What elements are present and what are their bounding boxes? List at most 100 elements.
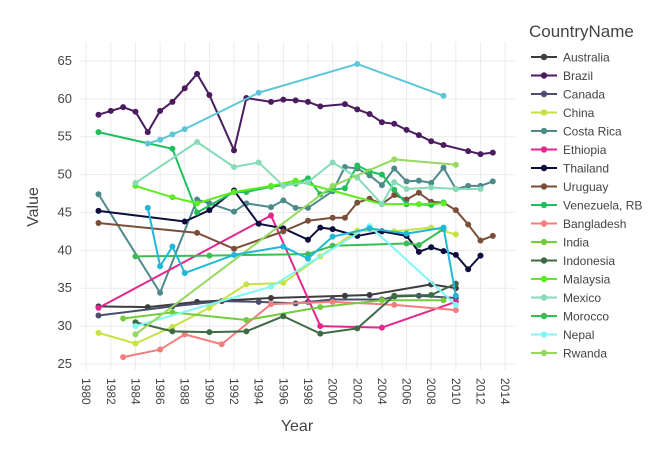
data-point <box>354 199 361 206</box>
data-point <box>391 186 398 193</box>
data-point <box>132 323 139 330</box>
legend-item[interactable]: Indonesia <box>531 254 615 268</box>
data-point <box>304 255 311 262</box>
data-point <box>95 111 102 118</box>
data-point <box>366 292 373 299</box>
data-point <box>378 201 385 208</box>
legend-item[interactable]: Canada <box>531 88 605 102</box>
legend-item[interactable]: Nepal <box>531 328 594 342</box>
legend-item[interactable]: Australia <box>531 51 610 65</box>
data-point <box>132 179 139 186</box>
data-point <box>329 182 336 189</box>
data-point <box>452 292 459 299</box>
data-point <box>243 317 250 324</box>
legend-title: CountryName <box>529 22 634 41</box>
y-tick-label: 35 <box>58 280 72 295</box>
legend-item[interactable]: Mexico <box>531 291 601 305</box>
legend-item[interactable]: Thailand <box>531 162 609 176</box>
legend-label: India <box>563 236 589 250</box>
data-point <box>403 230 410 237</box>
data-point <box>280 197 287 204</box>
data-point <box>378 182 385 189</box>
y-axis-ticks: 25 30 35 40 45 50 55 60 65 <box>58 53 72 371</box>
legend-item[interactable]: Venezuela, RB <box>531 199 642 213</box>
data-point <box>403 185 410 192</box>
data-point <box>255 159 262 166</box>
y-axis-label: Value <box>25 187 42 227</box>
data-point <box>268 295 275 302</box>
data-point <box>477 151 484 158</box>
data-point <box>304 251 311 258</box>
data-point <box>465 182 472 189</box>
legend-item[interactable]: Ethiopia <box>531 143 607 157</box>
legend-item[interactable]: Brazil <box>531 69 593 83</box>
series-unlabeled-17 <box>144 60 447 147</box>
legend-item[interactable]: Costa Rica <box>531 125 622 139</box>
data-point <box>120 315 127 322</box>
data-point <box>391 301 398 308</box>
data-point <box>317 304 324 311</box>
legend-item[interactable]: Uruguay <box>531 180 608 194</box>
data-point <box>169 323 176 330</box>
data-point <box>415 132 422 139</box>
legend-item[interactable]: India <box>531 236 589 250</box>
data-point <box>403 178 410 185</box>
data-point <box>280 96 287 103</box>
data-point <box>452 307 459 314</box>
data-point <box>268 98 275 105</box>
data-point <box>206 252 213 259</box>
data-point <box>181 270 188 277</box>
data-point <box>280 228 287 235</box>
legend-item[interactable]: Bangladesh <box>531 217 626 231</box>
data-point <box>415 242 422 249</box>
legend-label: Thailand <box>563 162 609 176</box>
data-point <box>181 85 188 92</box>
x-tick-label: 2014 <box>498 378 512 405</box>
data-point <box>415 177 422 184</box>
data-point <box>169 131 176 138</box>
legend-marker <box>540 312 548 320</box>
data-point <box>489 149 496 156</box>
data-point <box>292 204 299 211</box>
legend-marker <box>540 257 548 264</box>
data-point <box>477 237 484 244</box>
data-point <box>428 244 435 251</box>
data-point <box>317 103 324 110</box>
x-tick-label: 1986 <box>153 378 167 405</box>
series-mexico <box>132 138 484 208</box>
data-point <box>452 207 459 214</box>
data-point <box>465 266 472 273</box>
data-point <box>428 138 435 145</box>
x-axis-label: Year <box>281 418 314 435</box>
data-point <box>428 292 435 299</box>
data-point <box>268 204 275 211</box>
legend-item[interactable]: Rwanda <box>531 347 607 361</box>
data-point <box>341 292 348 299</box>
y-tick-label: 25 <box>58 356 72 371</box>
legend-item[interactable]: Malaysia <box>531 273 611 287</box>
data-point <box>415 248 422 255</box>
legend-marker <box>540 349 548 357</box>
data-point <box>440 224 447 231</box>
data-point <box>329 233 336 240</box>
data-point <box>378 119 385 126</box>
data-point <box>329 226 336 233</box>
legend-label: Mexico <box>563 291 601 305</box>
legend-item[interactable]: Morocco <box>531 310 609 324</box>
legend-label: Canada <box>563 88 605 102</box>
data-point <box>194 209 201 216</box>
data-point <box>329 214 336 221</box>
data-point <box>440 92 447 99</box>
legend-label: Brazil <box>563 69 593 83</box>
data-point <box>440 142 447 149</box>
data-point <box>391 120 398 127</box>
data-point <box>354 162 361 169</box>
x-tick-label: 1988 <box>178 378 192 405</box>
legend-item[interactable]: China <box>531 106 595 120</box>
legend-marker <box>540 164 548 172</box>
legend-label: Venezuela, RB <box>563 199 642 213</box>
y-tick-label: 65 <box>58 53 72 68</box>
data-point <box>280 182 287 189</box>
